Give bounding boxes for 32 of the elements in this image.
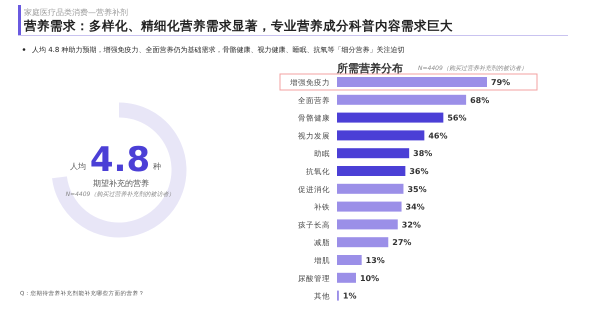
data-label: 34%: [406, 202, 425, 212]
text: 营养需求：多样化、精细化营养需求显著，专业营养成分科普内容需求巨大: [23, 18, 454, 33]
bar: [337, 77, 487, 87]
data-label: 32%: [402, 220, 421, 230]
data-label: 36%: [409, 167, 429, 176]
bar: [337, 237, 388, 248]
bar: [337, 184, 404, 194]
bar: [337, 94, 466, 105]
data-label: 35%: [407, 184, 427, 194]
data-label: 68%: [470, 96, 490, 105]
bar: [337, 166, 406, 176]
bar: [337, 219, 398, 230]
bar: [337, 130, 424, 140]
data-label: 79%: [491, 78, 510, 87]
chart-title: 所需营养分布: [336, 62, 403, 75]
text: 期望补充的营养: [93, 179, 149, 188]
bar: [337, 272, 356, 283]
data-label: 10%: [360, 274, 380, 283]
data-label: 56%: [447, 114, 466, 123]
bar: [337, 148, 410, 158]
bar: [337, 202, 402, 212]
data-label: 46%: [428, 131, 448, 140]
text: 种: [153, 162, 161, 171]
text: 人均: [70, 162, 86, 171]
data-label: 27%: [392, 238, 412, 248]
data-label: 1%: [342, 292, 356, 301]
data-label: 13%: [366, 256, 385, 265]
data-label: 38%: [413, 149, 432, 158]
bar: [337, 255, 362, 265]
text: 4.8: [90, 140, 150, 180]
text: 家庭医疗品类消费—营养补剂: [24, 8, 128, 17]
bar: [337, 112, 444, 123]
